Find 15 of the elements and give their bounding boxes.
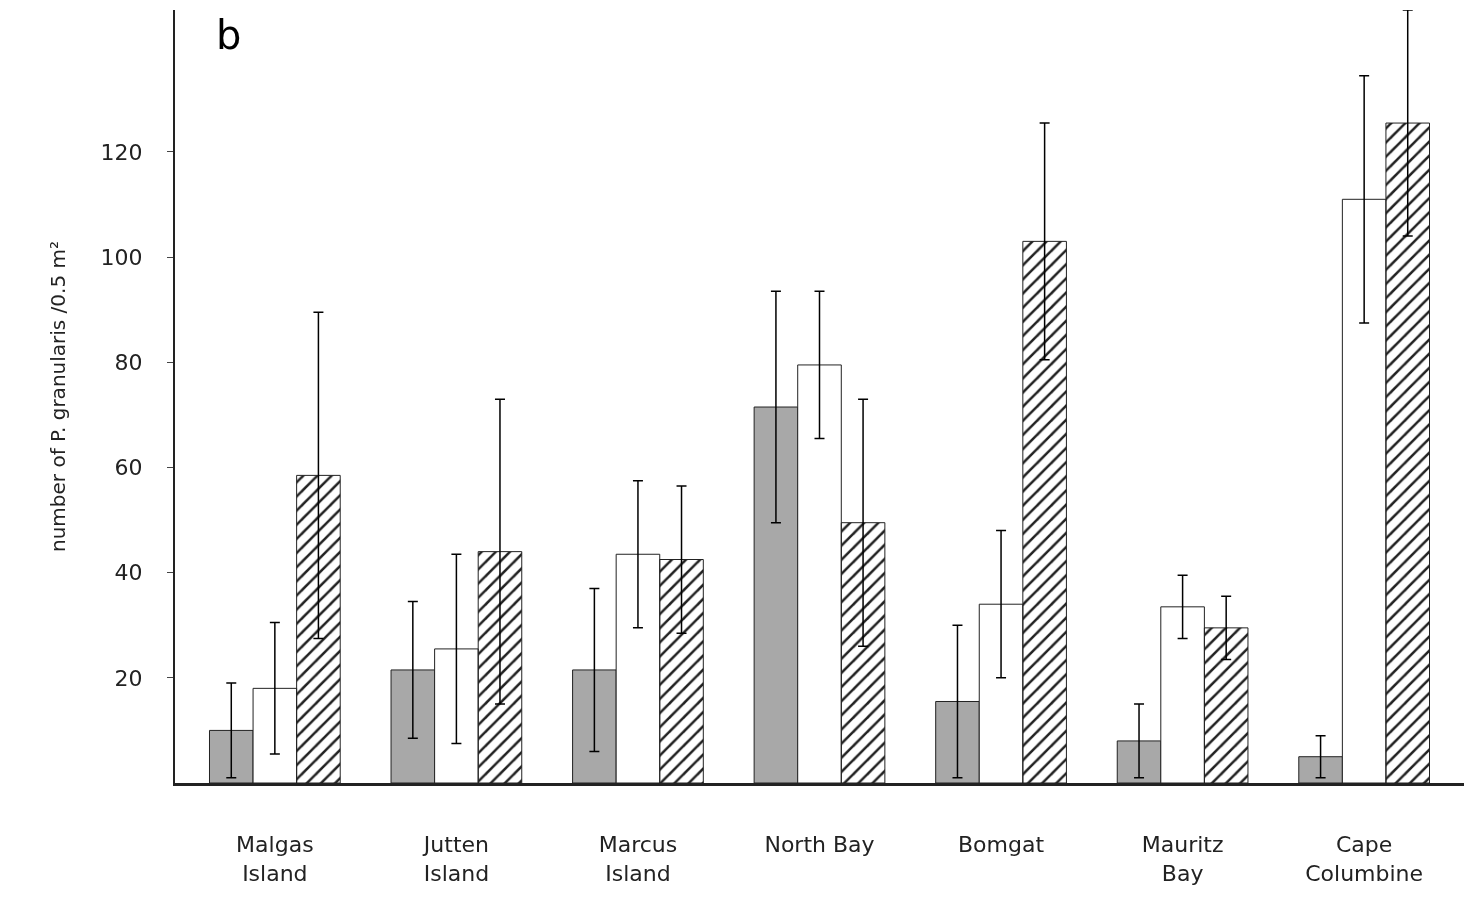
x-tick-label: Malgas Island xyxy=(236,832,314,886)
y-tick-label: 60 xyxy=(114,455,143,481)
x-tick-label: Cape Columbine xyxy=(1305,832,1424,886)
y-tick-label: 80 xyxy=(114,350,143,376)
y-tick-label: 100 xyxy=(100,244,143,270)
x-tick-label: North Bay xyxy=(764,832,875,858)
x-tick-label: Marcus Island xyxy=(598,832,678,886)
x-tick-label: Jutten Island xyxy=(421,832,490,886)
y-tick-label: 20 xyxy=(114,665,143,691)
y-tick-label: 40 xyxy=(114,560,143,586)
chart-title: b xyxy=(216,12,242,58)
x-tick-label: Mauritz Bay xyxy=(1141,832,1224,886)
x-tick-label: Bomgat xyxy=(958,832,1045,858)
y-axis-title: number of P. granularis /0.5 m² xyxy=(45,240,70,553)
y-tick-label: 120 xyxy=(100,139,143,165)
